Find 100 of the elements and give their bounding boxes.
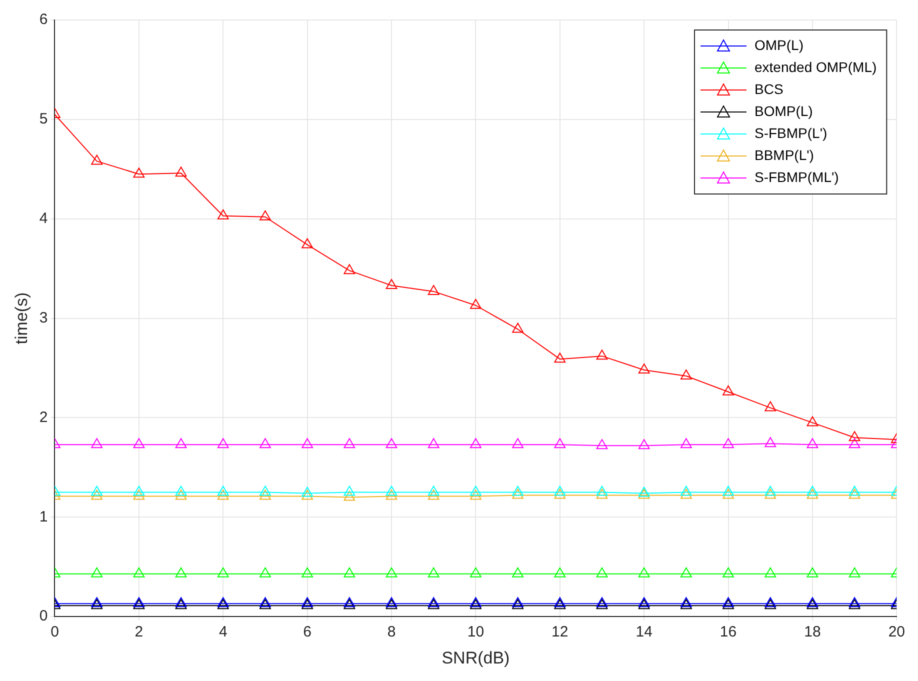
point [554, 567, 566, 578]
point [344, 567, 356, 578]
point [428, 438, 440, 448]
legend-label: BBMP(L') [754, 146, 814, 163]
x-tick-label: 2 [134, 624, 144, 641]
point [554, 438, 566, 448]
point [217, 209, 229, 220]
point [91, 490, 103, 500]
x-tick-label: 14 [636, 624, 652, 641]
point [680, 486, 692, 496]
point [91, 567, 103, 578]
point [175, 486, 187, 496]
y-tick-label: 1 [39, 508, 48, 526]
legend-label: OMP(L) [754, 36, 804, 53]
point [722, 567, 734, 578]
point [133, 168, 145, 178]
point [91, 154, 103, 165]
point [764, 567, 776, 578]
point [722, 385, 734, 396]
point [680, 438, 692, 448]
point [175, 166, 187, 177]
y-tick-label: 2 [39, 408, 48, 426]
point [512, 322, 524, 333]
point [260, 438, 271, 448]
x-axis-title: SNR(dB) [442, 648, 510, 668]
point [217, 438, 229, 448]
point [596, 486, 608, 496]
point [386, 490, 398, 500]
point [848, 567, 860, 578]
point [806, 416, 818, 426]
point [764, 401, 776, 412]
point [848, 431, 860, 442]
point [428, 284, 440, 295]
y-tick-label: 0 [39, 608, 48, 625]
point [470, 486, 482, 496]
x-tick-label: 16 [720, 624, 737, 641]
point [596, 567, 608, 578]
x-tick-label: 20 [888, 624, 905, 641]
point [470, 490, 482, 500]
point [217, 486, 229, 496]
point [806, 486, 818, 496]
point [806, 488, 818, 499]
point [638, 439, 650, 450]
point [344, 490, 356, 501]
point [428, 486, 440, 496]
x-tick-label: 8 [387, 624, 396, 641]
point [680, 567, 692, 578]
point [596, 488, 608, 499]
point [512, 438, 524, 448]
point [302, 486, 314, 497]
point [470, 567, 482, 578]
point [302, 490, 314, 500]
point [175, 490, 187, 500]
point [260, 486, 271, 496]
point [428, 490, 440, 500]
point [175, 438, 187, 448]
point [344, 264, 356, 274]
point [386, 278, 398, 289]
point [470, 298, 482, 309]
point [764, 437, 776, 448]
point [722, 488, 734, 499]
point [386, 486, 398, 496]
point [470, 438, 482, 448]
legend-label: S-FBMP(ML') [754, 168, 839, 185]
x-tick-label: 12 [552, 624, 568, 641]
x-tick-label: 0 [50, 624, 59, 641]
point [175, 567, 187, 578]
point [344, 438, 356, 448]
y-tick-label: 4 [39, 210, 48, 228]
point [217, 567, 229, 578]
point [806, 567, 818, 578]
x-tick-label: 10 [467, 624, 484, 641]
point [764, 488, 776, 499]
point [848, 486, 860, 496]
point [217, 490, 229, 500]
legend-label: extended OMP(ML) [754, 58, 877, 75]
y-axis-title: time(s) [12, 292, 31, 344]
point [554, 488, 566, 499]
point [260, 210, 271, 220]
y-tick-label: 6 [39, 11, 48, 28]
point [554, 352, 566, 363]
point [302, 567, 314, 578]
point [386, 438, 398, 448]
legend-label: BOMP(L) [754, 102, 813, 119]
point [91, 486, 103, 496]
point [91, 438, 103, 448]
point [848, 438, 860, 448]
point [596, 350, 608, 360]
x-tick-label: 18 [804, 624, 821, 641]
point [764, 486, 776, 496]
point [848, 488, 860, 499]
point [680, 369, 692, 380]
point [302, 438, 314, 448]
point [133, 438, 145, 448]
point [722, 486, 734, 496]
y-tick-label: 3 [39, 309, 48, 326]
point [680, 488, 692, 499]
point [344, 486, 356, 496]
point [428, 567, 440, 578]
point [512, 567, 524, 578]
